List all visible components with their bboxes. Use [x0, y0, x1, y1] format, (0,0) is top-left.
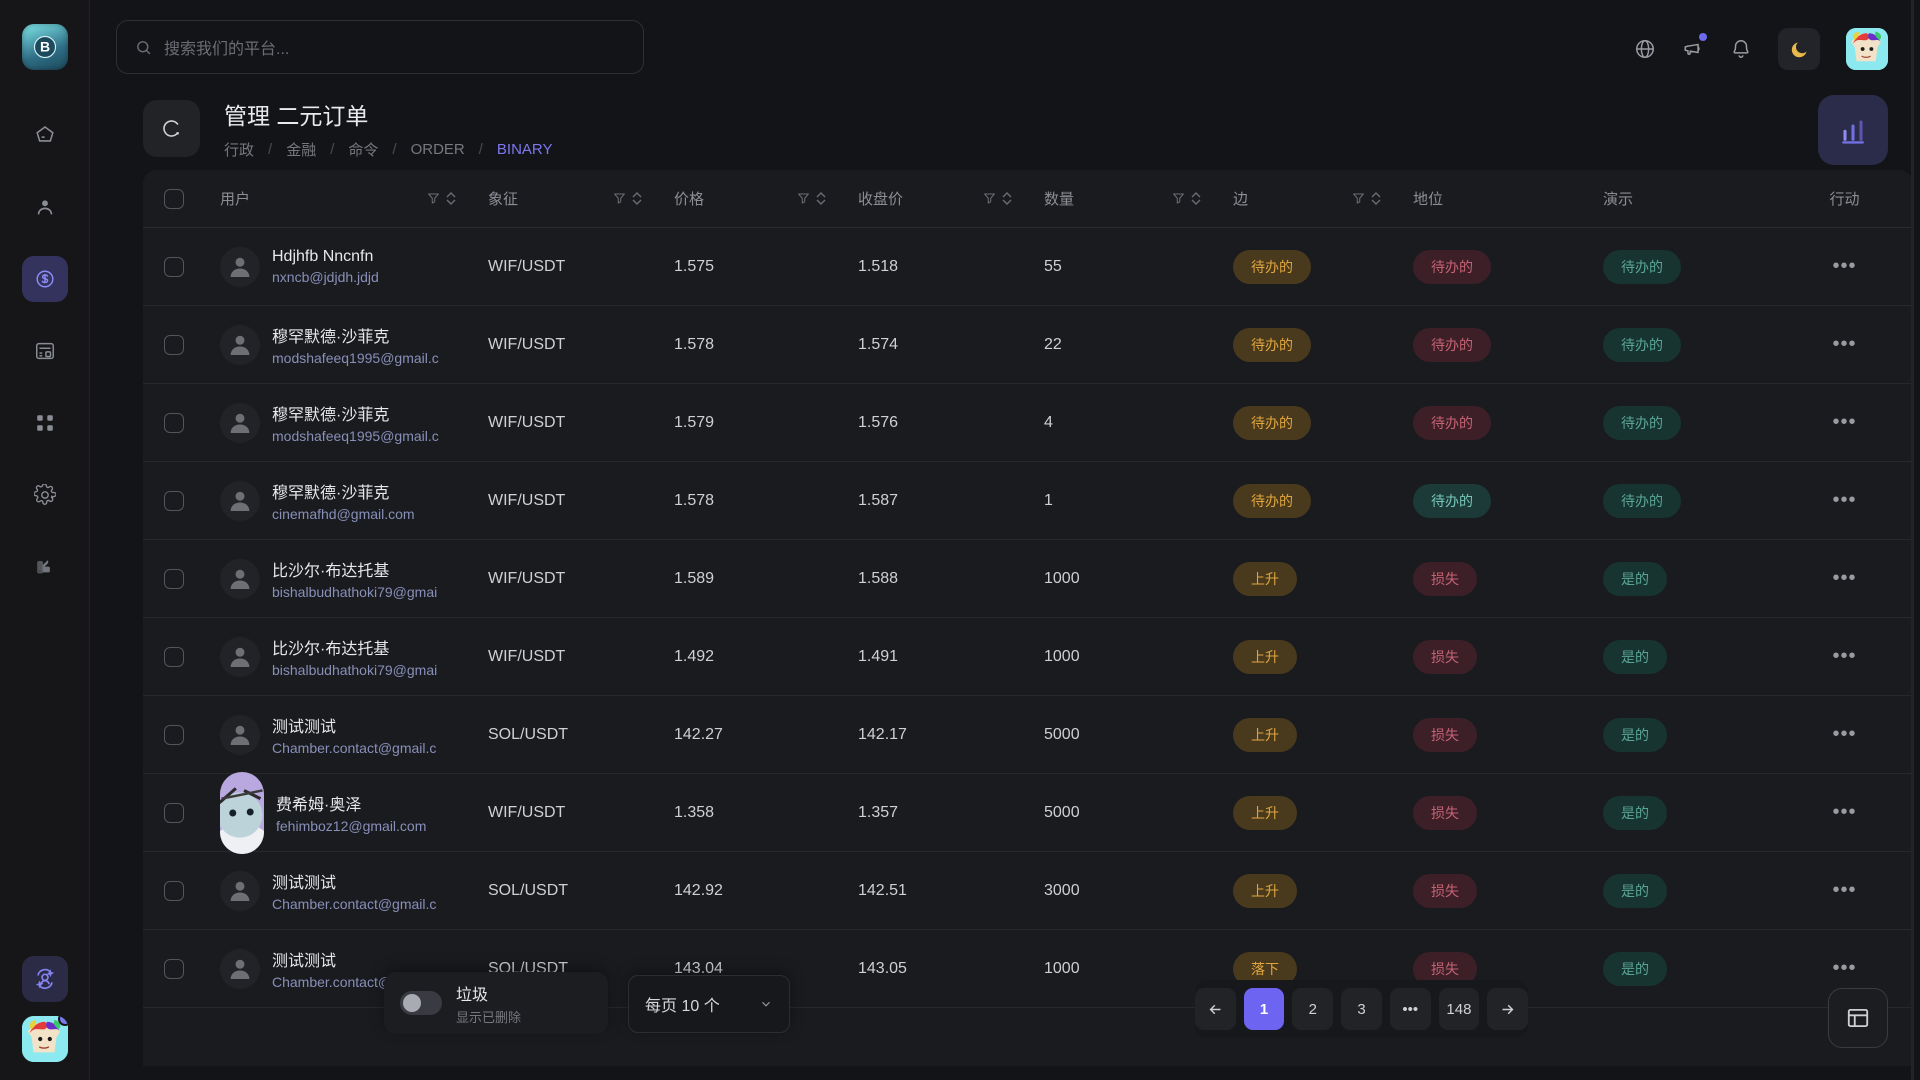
svg-text:B: B — [39, 39, 49, 55]
